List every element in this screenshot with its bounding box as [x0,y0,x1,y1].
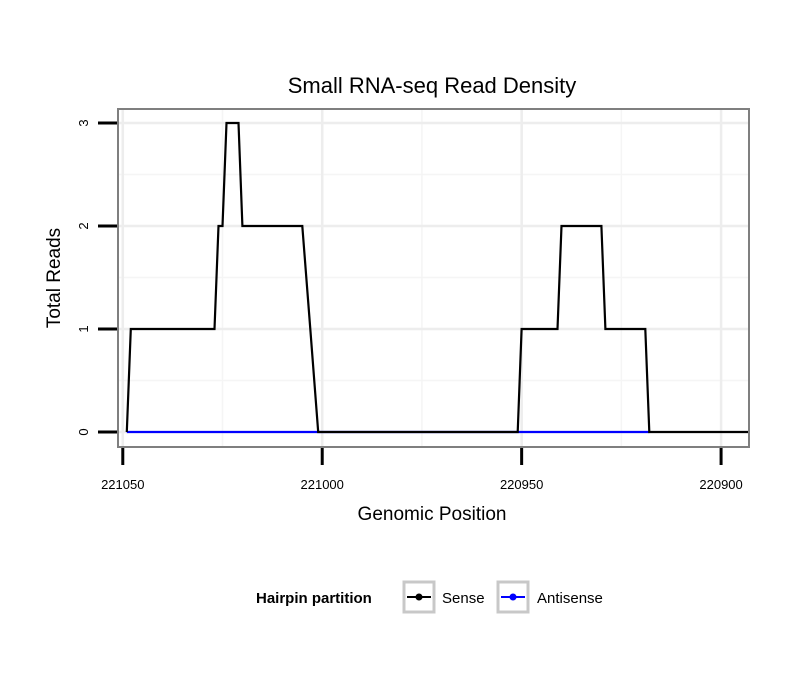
plot-border [117,108,750,448]
x-tick-label: 221000 [301,477,344,492]
x-tick-label: 220900 [699,477,742,492]
legend-key-antisense [496,580,530,614]
legend-point-antisense [509,593,517,601]
plot-panel: 0 1 2 3 221050 221000 220950 220900 [76,108,750,492]
legend-title: Hairpin partition [256,590,372,607]
x-tick-label: 220950 [500,477,543,492]
y-tick-label: 0 [76,428,91,435]
y-tick-label: 2 [76,222,91,229]
x-axis-title: Genomic Position [358,504,507,525]
legend-item-sense: Sense [402,580,485,614]
x-tick-label: 221050 [101,477,144,492]
legend-label-antisense: Antisense [537,590,603,607]
legend: Hairpin partition Sense Antisense [256,580,603,614]
legend-point-sense [415,593,423,601]
y-axis-title: Total Reads [44,228,65,328]
chart-title: Small RNA-seq Read Density [288,73,577,98]
legend-item-antisense: Antisense [496,580,603,614]
y-tick-label: 1 [76,325,91,332]
series-line-sense [125,121,749,434]
legend-label-sense: Sense [442,590,485,607]
y-tick-label: 3 [76,119,91,126]
